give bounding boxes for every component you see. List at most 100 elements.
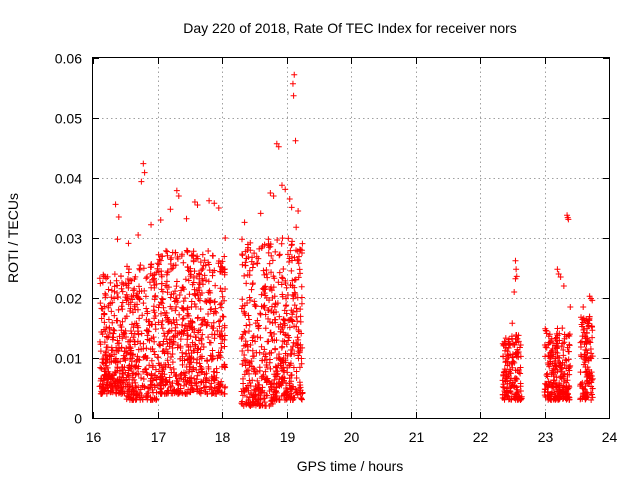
data-point [267, 190, 274, 196]
data-point [280, 392, 287, 399]
data-point [151, 309, 158, 316]
data-point [544, 370, 551, 377]
data-point [582, 389, 589, 396]
data-point [212, 282, 219, 289]
data-point [157, 342, 164, 349]
data-point [194, 356, 201, 363]
data-point [556, 391, 563, 398]
data-point [262, 283, 269, 290]
data-point [207, 306, 214, 313]
data-point [248, 286, 255, 293]
data-point [133, 290, 140, 297]
data-point [199, 331, 206, 338]
data-point [546, 339, 553, 346]
data-point [107, 300, 114, 307]
data-point [101, 311, 108, 318]
data-point [516, 344, 523, 351]
data-point [126, 376, 133, 383]
data-point [187, 343, 194, 350]
data-point [272, 392, 279, 399]
data-point [248, 358, 255, 365]
data-point [171, 298, 178, 305]
data-point [124, 275, 131, 282]
data-point [552, 363, 559, 370]
data-point [249, 347, 256, 354]
data-point [104, 382, 111, 389]
data-point [293, 224, 300, 231]
data-point [559, 340, 566, 347]
data-point [131, 330, 138, 337]
data-point [169, 380, 176, 387]
x-tick-label: 18 [215, 429, 231, 445]
data-point [290, 295, 297, 302]
data-point [111, 288, 118, 295]
data-point [180, 315, 187, 322]
data-point [277, 328, 284, 335]
data-point [264, 338, 271, 345]
data-point [163, 336, 170, 343]
data-point [503, 375, 510, 382]
data-point [578, 314, 585, 321]
data-point [506, 380, 513, 387]
data-point [101, 319, 108, 326]
data-point [278, 182, 285, 189]
data-point [114, 317, 121, 324]
data-point [517, 364, 524, 371]
data-point [256, 245, 263, 252]
data-point [555, 343, 562, 350]
data-point [271, 376, 278, 383]
data-point [251, 250, 258, 257]
data-point [186, 375, 193, 382]
data-point [544, 394, 551, 401]
data-point [166, 327, 173, 334]
data-point [267, 241, 274, 248]
data-point [218, 333, 225, 340]
data-point [187, 356, 194, 363]
data-point [115, 390, 122, 397]
data-point [260, 303, 267, 310]
data-point [216, 351, 223, 358]
data-point [197, 385, 204, 392]
data-point [127, 366, 134, 373]
data-point [586, 379, 593, 386]
data-point [581, 386, 588, 393]
data-point [553, 381, 560, 388]
x-tick-label: 24 [602, 429, 618, 445]
data-point [133, 370, 140, 377]
data-point [557, 360, 564, 367]
data-point [164, 269, 171, 276]
data-point [127, 345, 134, 352]
data-point [286, 196, 293, 202]
data-point [190, 248, 197, 255]
data-point [195, 295, 202, 302]
data-point [242, 248, 249, 255]
data-point [138, 330, 145, 337]
data-point [500, 372, 507, 379]
data-point [200, 343, 207, 350]
data-point [198, 321, 205, 328]
data-point [283, 380, 290, 387]
data-point [183, 350, 190, 357]
data-point [155, 261, 162, 268]
data-point [241, 308, 248, 315]
data-point [274, 395, 281, 402]
data-point [278, 344, 285, 351]
data-point [177, 345, 184, 352]
data-point [276, 252, 283, 259]
data-point [122, 327, 129, 334]
data-point [277, 360, 284, 367]
data-point [554, 266, 561, 273]
data-point [266, 319, 273, 326]
data-point [247, 399, 254, 406]
data-point [154, 265, 161, 272]
data-point [117, 322, 124, 329]
data-point [222, 235, 229, 241]
data-point [251, 353, 258, 360]
data-point [191, 268, 198, 275]
data-point [288, 242, 295, 249]
data-point [271, 316, 278, 323]
data-point [199, 266, 206, 273]
data-point [108, 287, 115, 294]
data-point [169, 345, 176, 352]
data-point [112, 369, 119, 376]
